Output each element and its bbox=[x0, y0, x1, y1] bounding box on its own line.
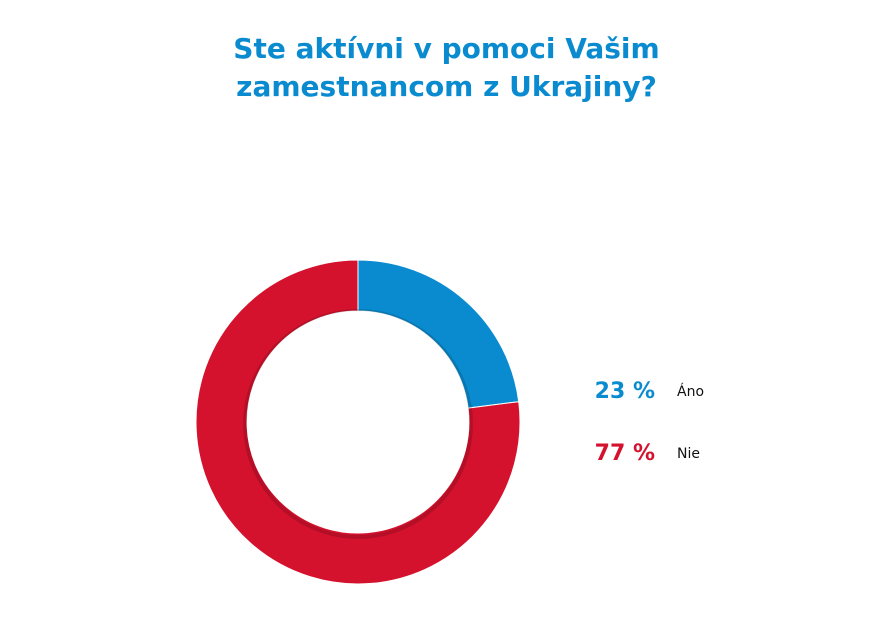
legend-value-nie: 77 % bbox=[594, 441, 655, 466]
donut-hole bbox=[247, 311, 469, 533]
chart-title-line-1: Ste aktívni v pomoci Vašim bbox=[233, 32, 660, 65]
legend-label-nie: Nie bbox=[677, 446, 700, 462]
legend-value-ano: 23 % bbox=[594, 379, 655, 404]
chart-title: Ste aktívni v pomoci Vašim zamestnancom … bbox=[0, 30, 893, 106]
legend-label-ano: Áno bbox=[677, 384, 705, 400]
chart-title-line-2: zamestnancom z Ukrajiny? bbox=[236, 70, 657, 103]
